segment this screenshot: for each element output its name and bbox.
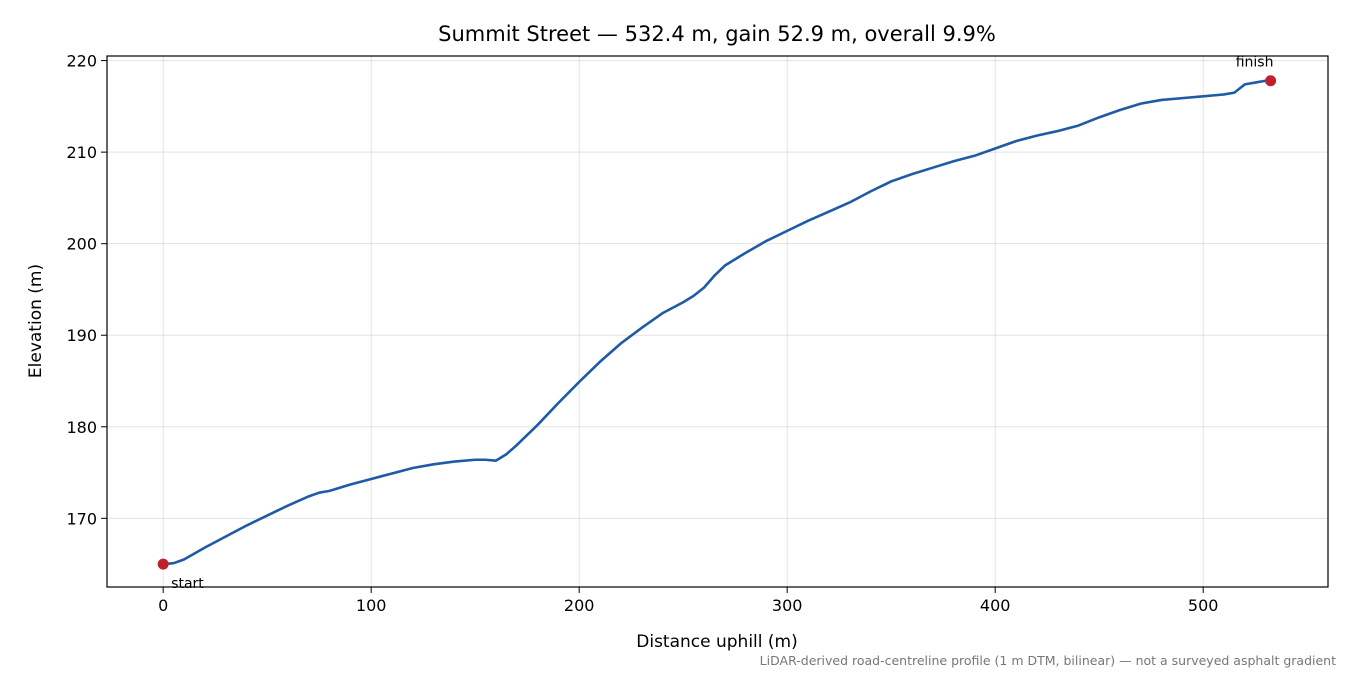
y-tick-label: 180 [66,418,97,437]
y-tick-label: 210 [66,143,97,162]
finish-label: finish [1236,55,1274,71]
x-tick-label: 500 [1188,596,1219,615]
grid-lines [107,56,1328,587]
y-axis-ticks: 170 180 190 200 210 220 [66,52,107,528]
start-label: start [171,576,204,592]
footnote: LiDAR-derived road-centreline profile (1… [760,653,1336,668]
finish-marker [1265,75,1277,87]
x-axis-label: Distance uphill (m) [636,632,797,652]
x-tick-label: 400 [980,596,1011,615]
x-tick-label: 200 [564,596,595,615]
plot-frame [106,55,1329,588]
y-tick-label: 190 [66,326,97,345]
chart-title: Summit Street — 532.4 m, gain 52.9 m, ov… [438,22,996,46]
y-tick-label: 220 [66,52,97,71]
y-tick-label: 200 [66,235,97,254]
x-axis-ticks: 0 100 200 300 400 500 [158,587,1218,615]
start-marker [157,558,169,570]
marker-layer: start finish [157,55,1277,592]
y-axis-label: Elevation (m) [26,264,46,378]
y-tick-label: 170 [66,509,97,528]
elevation-line [161,79,1272,566]
x-tick-label: 300 [772,596,803,615]
series-layer [161,79,1272,566]
x-tick-label: 100 [356,596,387,615]
x-tick-label: 0 [158,596,168,615]
